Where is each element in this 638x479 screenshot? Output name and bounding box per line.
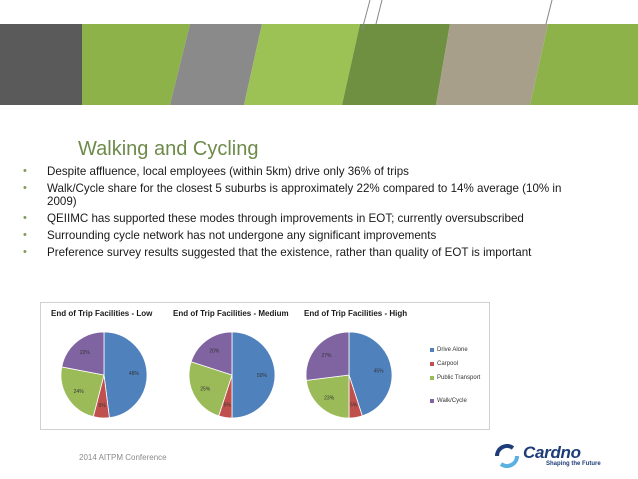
pie-chart-medium: 50% 5% 25% 20% <box>188 331 276 419</box>
bullet-list: • Despite affluence, local employees (wit… <box>23 165 583 263</box>
bullet-text: Surrounding cycle network has not underg… <box>47 229 437 243</box>
slice-data-label: 22% <box>80 350 91 356</box>
footer-conference: 2014 AITPM Conference <box>79 453 167 462</box>
legend-item: Public Transport <box>430 375 492 395</box>
bullet-icon: • <box>23 165 27 177</box>
slice-data-label: 6% <box>98 403 106 409</box>
legend-label: Carpool <box>437 361 459 367</box>
bullet-icon: • <box>23 212 27 225</box>
slice-data-label: 50% <box>257 373 268 379</box>
slice-public-transport <box>305 374 350 419</box>
bullet-icon: • <box>23 246 27 259</box>
pie-charts-panel: End of Trip Facilities - Low End of Trip… <box>40 302 490 430</box>
slice-data-label: 20% <box>209 349 220 355</box>
banner-block-green-right <box>530 24 638 105</box>
banner-block-dark <box>0 24 82 105</box>
pie-chart-high: 45% 5% 23% 27% <box>305 331 393 419</box>
chart-title-low: End of Trip Facilities - Low <box>51 309 153 318</box>
bullet-text: Despite affluence, local employees (with… <box>47 165 409 178</box>
chart-title-high: End of Trip Facilities - High <box>304 309 408 318</box>
slice-data-label: 25% <box>200 387 211 393</box>
slice-walk-cycle <box>190 331 233 376</box>
chart-legend: Drive Alone Carpool Public Transport Wal… <box>430 347 492 412</box>
cardno-logo: Cardno Shaping the Future <box>493 442 628 472</box>
chart-title-medium: End of Trip Facilities - Medium <box>173 309 289 318</box>
slice-public-transport <box>188 361 233 417</box>
slice-drive-alone <box>231 331 276 419</box>
legend-item: Walk/Cycle <box>430 398 492 409</box>
slice-data-label: 27% <box>321 353 332 359</box>
slice-data-label: 48% <box>129 371 140 377</box>
bullet-item: • Surrounding cycle network has not under… <box>23 229 583 242</box>
bullet-icon: • <box>23 181 27 194</box>
slice-walk-cycle <box>305 331 350 381</box>
slice-public-transport <box>60 366 105 418</box>
slice-data-label: 5% <box>224 403 232 409</box>
slice-data-label: 23% <box>324 396 335 402</box>
banner-block-tan <box>436 24 548 105</box>
bullet-text: Preference survey results suggested that… <box>47 246 532 260</box>
slide-title: Walking and Cycling <box>78 138 259 160</box>
bullet-item: • Despite affluence, local employees (wit… <box>23 165 583 178</box>
banner-block-olive <box>342 24 450 105</box>
slice-data-label: 5% <box>350 403 358 409</box>
bullet-item: • QEIIMC has supported these modes throug… <box>23 212 583 225</box>
bullet-text: QEIIMC has supported these modes through… <box>47 212 524 226</box>
banner-accent-line <box>361 0 371 31</box>
cardno-logo-icon <box>495 444 519 468</box>
banner-accent-line <box>375 0 383 25</box>
banner-accent-line <box>545 0 553 25</box>
legend-swatch <box>430 362 434 366</box>
pie-chart-low: 48% 6% 24% 22% <box>60 331 148 419</box>
decorative-banner <box>0 0 638 105</box>
legend-item: Drive Alone <box>430 347 492 358</box>
slice-drive-alone <box>348 331 393 417</box>
legend-swatch <box>430 348 434 352</box>
legend-label: Drive Alone <box>437 347 468 353</box>
slice-walk-cycle <box>61 331 105 376</box>
banner-block-green <box>82 24 190 105</box>
banner-block-gray <box>170 24 262 105</box>
bullet-item: • Walk/Cycle share for the closest 5 subu… <box>23 182 583 209</box>
legend-item: Carpool <box>430 361 492 372</box>
legend-swatch <box>430 399 434 403</box>
bullet-item: • Preference survey results suggested tha… <box>23 246 583 259</box>
slice-data-label: 24% <box>74 389 85 395</box>
slice-data-label: 45% <box>374 368 385 374</box>
legend-label: Public Transport <box>437 375 481 381</box>
banner-block-lightgreen <box>244 24 360 105</box>
logo-wordmark: Cardno <box>523 443 581 462</box>
bullet-text: Walk/Cycle share for the closest 5 subur… <box>47 181 562 209</box>
bullet-icon: • <box>23 229 27 242</box>
slice-drive-alone <box>103 331 148 419</box>
legend-label: Walk/Cycle <box>437 398 467 404</box>
logo-tagline: Shaping the Future <box>546 461 601 467</box>
legend-swatch <box>430 376 434 380</box>
